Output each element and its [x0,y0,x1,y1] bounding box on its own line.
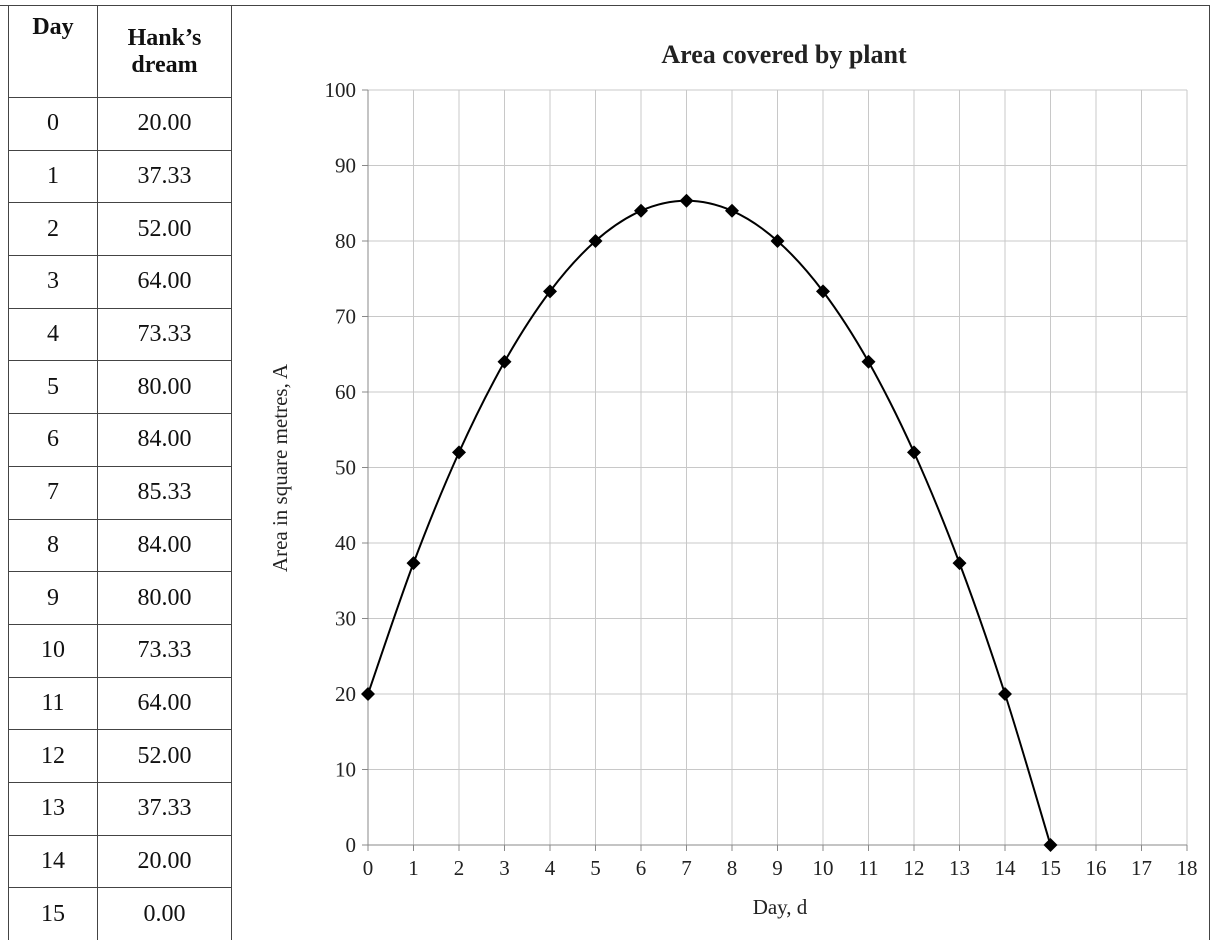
x-tick-label: 11 [858,856,878,880]
data-point [816,284,830,299]
data-point [861,354,876,369]
table-row: 8 84.00 [8,518,232,573]
y-tick-label: 90 [335,154,356,178]
x-tick-label: 0 [363,856,374,880]
x-tick-label: 12 [904,856,925,880]
header-cell: Day [8,5,98,98]
table-cell: 7 [8,465,98,520]
table-row: 10 73.33 [8,623,232,678]
table-cell: 84.00 [97,413,232,467]
y-axis-label: Area in square metres, A [268,363,292,572]
table-cell: 0 [8,97,98,151]
table-cell: 64.00 [97,676,232,731]
x-tick-label: 2 [454,856,465,880]
data-point [907,445,921,460]
series-line [367,199,1052,846]
data-point [452,445,466,460]
table-row: 12 52.00 [8,729,232,783]
table-cell: 20.00 [97,834,232,889]
x-axis-label: Day, d [753,895,808,919]
x-tick-label: 10 [813,856,834,880]
table-row: 14 20.00 [8,834,232,889]
table-cell: 64.00 [97,255,232,309]
data-point [543,284,557,299]
y-tick-label: 20 [335,682,356,706]
table-row: 6 84.00 [8,413,232,467]
data-point [725,203,739,218]
table-cell: 9 [8,571,98,625]
table-cell: 37.33 [97,149,232,204]
table-cell: 73.33 [97,307,232,362]
x-tick-label: 14 [995,856,1017,880]
table-row: 9 80.00 [8,571,232,625]
x-tick-label: 7 [681,856,692,880]
table-cell: 0.00 [97,887,232,940]
x-tick-label: 13 [949,856,970,880]
table-row: 1 37.33 [8,149,232,204]
data-point [998,687,1012,701]
table-row: 3 64.00 [8,255,232,309]
data-point [770,234,785,248]
table-row: 15 0.00 [8,887,232,940]
x-tick-label: 4 [545,856,556,880]
table-row: 13 37.33 [8,781,232,836]
table-cell: 80.00 [97,571,232,625]
table-row: 4 73.33 [8,307,232,362]
data-point [679,193,694,208]
table-cell: 15 [8,887,98,940]
y-tick-label: 40 [335,531,356,555]
table-cell: 3 [8,255,98,309]
y-tick-label: 70 [335,305,356,329]
table-row: 7 85.33 [8,465,232,520]
table-cell: 11 [8,676,98,731]
table-cell: 5 [8,360,98,415]
x-tick-label: 3 [499,856,510,880]
data-point [406,556,421,571]
table-cell: 52.00 [97,202,232,257]
y-tick-label: 0 [346,833,357,857]
table-row: 11 64.00 [8,676,232,731]
y-tick-label: 30 [335,607,356,631]
y-tick-label: 100 [325,78,357,102]
table-cell: 12 [8,729,98,783]
x-tick-label: 18 [1177,856,1198,880]
header-cell: Hank’s dream [97,5,232,98]
y-tick-label: 80 [335,229,356,253]
data-point [634,203,648,218]
table-cell: 20.00 [97,97,232,151]
data-point [497,354,512,369]
chart-title: Area covered by plant [661,40,907,69]
table-cell: 52.00 [97,729,232,783]
table-cell: 84.00 [97,518,232,573]
data-point [952,556,967,571]
table-cell: 6 [8,413,98,467]
data-table: Day Hank’s dream 0 20.00 1 37.33 2 52.00 3 64.00 4… [8,5,232,940]
x-tick-label: 8 [727,856,738,880]
x-tick-label: 1 [408,856,419,880]
y-tick-label: 50 [335,456,356,480]
data-point [588,234,603,248]
table-row: 2 52.00 [8,202,232,257]
x-tick-label: 9 [772,856,783,880]
y-tick-label: 10 [335,758,356,782]
header-row: Day Hank’s dream [8,5,232,98]
y-tick-label: 60 [335,380,356,404]
x-tick-label: 17 [1131,856,1152,880]
table-cell: 14 [8,834,98,889]
frame [0,5,1210,940]
table-row: 0 20.00 [8,97,232,151]
x-tick-label: 15 [1040,856,1061,880]
table-cell: 85.33 [97,465,232,520]
x-tick-label: 16 [1086,856,1107,880]
x-tick-label: 6 [636,856,647,880]
table-cell: 73.33 [97,623,232,678]
data-point [361,687,375,701]
data-point [1043,838,1058,852]
x-tick-label: 5 [590,856,601,880]
